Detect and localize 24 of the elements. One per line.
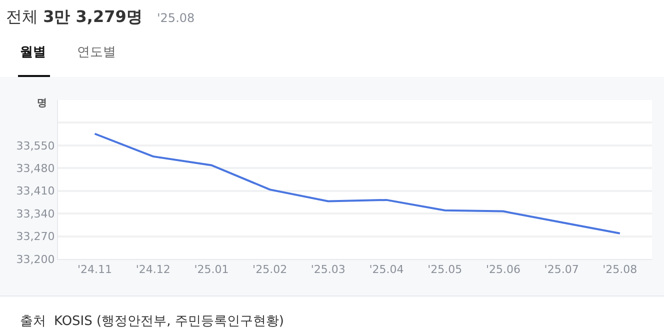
y-axis-title: 명 [37,98,47,109]
y-tick-label: 33,200 [16,252,55,266]
text: 출처 [20,314,46,329]
x-tick-label: '24.11 [78,263,112,276]
x-tick-label: '25.08 [602,263,638,276]
x-tick-label: '25.04 [369,263,404,276]
chart-subtitle: '25.08 [157,11,195,25]
text: 월별 [20,45,46,60]
y-tick-label: 33,550 [16,139,55,152]
x-tick-label: '25.01 [194,263,229,276]
x-tick-label: '25.02 [252,263,288,276]
x-tick-label: '25.03 [310,263,346,276]
x-tick-label: '25.06 [486,263,520,276]
text: 연도별 [77,45,116,60]
chart-title: 전체 3만 3,279명 [6,7,142,26]
y-tick-label: 33,270 [16,230,55,244]
y-tick-label: 33,340 [16,207,55,220]
x-tick-label: '24.12 [136,263,170,276]
line-series [94,132,621,234]
x-tick-label: '25.05 [428,263,462,276]
text: KOSIS (행정안전부, 주민등록인구현황) [54,314,284,329]
y-tick-label: 33,410 [16,184,55,198]
x-tick-label: '25.07 [544,263,579,276]
y-tick-label: 33,480 [16,162,55,175]
